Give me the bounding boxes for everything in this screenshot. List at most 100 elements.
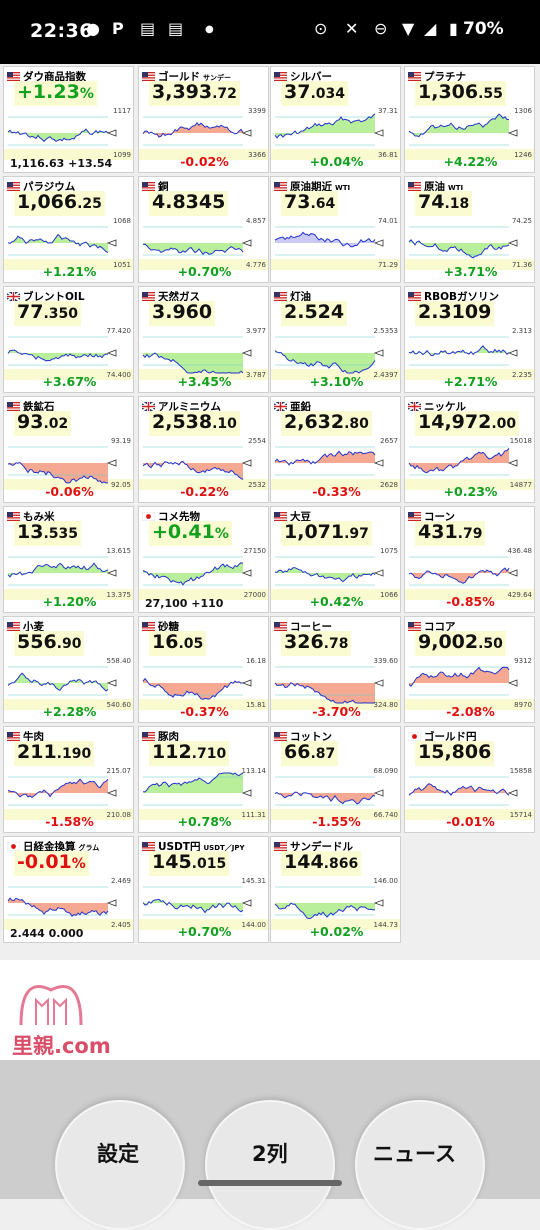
range-low: 2.4397: [373, 371, 399, 379]
quote-tile[interactable]: ブレントOIL 77.350 77.420 74.400 +3.67%: [3, 286, 134, 393]
mute-icon: ✕: [345, 19, 359, 38]
quote-tile[interactable]: 天然ガス 3.960 3.977 3.787 +3.45%: [138, 286, 269, 393]
quote-tile[interactable]: ゴールド サンデー 3,393.72 3399 3366 -0.02%: [138, 66, 269, 173]
quote-tile[interactable]: 原油期近 WTI 73.64 74.01 71.29: [270, 176, 401, 283]
quote-tile[interactable]: 鉄鉱石 93.02 93.19 92.05 -0.06%: [3, 396, 134, 503]
quote-tile[interactable]: USDT円 USDT／JPY 145.015 145.31 144.00 +0.70%: [138, 836, 269, 943]
mini-chart: [139, 556, 268, 600]
tile-name: 牛肉: [23, 731, 44, 743]
mini-chart: [405, 446, 534, 490]
tile-price: 1,071.97: [281, 521, 372, 546]
quote-tile[interactable]: 灯油 2.524 2.5353 2.4397 +3.10%: [270, 286, 401, 393]
quote-tile[interactable]: サンデードル 144.866 146.00 144.73 +0.02%: [270, 836, 401, 943]
range-high: 93.19: [110, 437, 131, 445]
tile-change: +3.67%: [42, 374, 97, 389]
wifi-icon: ▼: [402, 19, 415, 38]
battery-icon: ▮: [449, 19, 458, 38]
quote-tile[interactable]: コーン 431.79 436.48 429.64 -0.85%: [404, 506, 535, 613]
tile-change: -0.85%: [446, 594, 495, 609]
quote-tile[interactable]: ココア 9,002.50 9312 8970 -2.08%: [404, 616, 535, 723]
tile-name: アルミニウム: [158, 401, 221, 413]
tile-name: ゴールド円: [424, 731, 477, 743]
quote-tile[interactable]: 豚肉 112.710 113.14 111.31 +0.78%: [138, 726, 269, 833]
range-low: 2.235: [511, 371, 532, 379]
quote-tile[interactable]: ニッケル 14,972.00 15018 14877 +0.23%: [404, 396, 535, 503]
tile-price: 16.05: [149, 631, 207, 656]
home-indicator[interactable]: [198, 1180, 342, 1186]
tile-name: 灯油: [290, 291, 311, 303]
mini-chart: [4, 226, 133, 270]
range-low: 15.81: [245, 701, 266, 709]
quote-tile[interactable]: 大豆 1,071.97 1075 1066 +0.42%: [270, 506, 401, 613]
quote-tile[interactable]: 日経金換算 グラム -0.01% 2.469 2.405 2.444 0.000: [3, 836, 134, 943]
tile-change: +0.70%: [177, 924, 232, 939]
flag-icon: [274, 292, 287, 301]
quote-tile[interactable]: 牛肉 211.190 215.07 210.08 -1.58%: [3, 726, 134, 833]
quote-tile[interactable]: コメ先物 +0.41% 27150 27000 27,100 +110: [138, 506, 269, 613]
range-low: 13.375: [106, 591, 132, 599]
mini-chart: [271, 666, 400, 710]
news-label: ニュース: [373, 1142, 456, 1166]
tile-change: -0.37%: [180, 704, 229, 719]
mini-chart: [4, 886, 133, 930]
quote-tile[interactable]: もみ米 13.535 13.615 13.375 +1.20%: [3, 506, 134, 613]
range-low: 92.05: [110, 481, 131, 489]
flag-icon: [274, 182, 287, 191]
quote-tile[interactable]: 銅 4.8345 4.857 4.776 +0.70%: [138, 176, 269, 283]
tile-change: +0.02%: [309, 924, 364, 939]
range-low: 3.787: [245, 371, 266, 379]
tile-name: コーン: [424, 511, 455, 523]
quote-tile[interactable]: シルバー 37.034 37.31 36.81 +0.04%: [270, 66, 401, 173]
tile-price: -0.01%: [14, 851, 89, 876]
quote-tile[interactable]: 砂糖 16.05 16.18 15.81 -0.37%: [138, 616, 269, 723]
range-high: 436.48: [507, 547, 533, 555]
tile-price: +0.41%: [149, 521, 232, 546]
tile-name: もみ米: [23, 511, 55, 523]
flag-icon: [408, 512, 421, 521]
tile-price: 4.8345: [149, 191, 229, 216]
quote-tile[interactable]: コットン 66.87 68.090 66.740 -1.55%: [270, 726, 401, 833]
range-high: 339.60: [373, 657, 399, 665]
range-low: 429.64: [507, 591, 533, 599]
tile-price: 74.18: [415, 191, 473, 216]
mini-chart: [405, 556, 534, 600]
quote-tile[interactable]: アルミニウム 2,538.10 2554 2532 -0.22%: [138, 396, 269, 503]
flag-icon: [7, 512, 20, 521]
quote-tile[interactable]: パラジウム 1,066.25 1068 1051 +1.21%: [3, 176, 134, 283]
quote-tile[interactable]: RBOBガソリン 2.3109 2.313 2.235 +2.71%: [404, 286, 535, 393]
mini-chart: [405, 776, 534, 820]
tile-price: 77.350: [14, 301, 81, 326]
cats-logo-icon: [19, 985, 83, 1026]
range-low: 27000: [243, 591, 266, 599]
flag-icon: [142, 182, 155, 191]
range-low: 144.00: [241, 921, 267, 929]
tile-change: +0.23%: [443, 484, 498, 499]
mini-chart: [139, 116, 268, 160]
range-high: 146.00: [373, 877, 399, 885]
ad-text[interactable]: 里親.com: [12, 1034, 111, 1058]
flag-icon: [142, 292, 155, 301]
range-high: 13.615: [106, 547, 132, 555]
tile-change: +3.10%: [309, 374, 364, 389]
quote-tile[interactable]: プラチナ 1,306.55 1306 1246 +4.22%: [404, 66, 535, 173]
range-high: 145.31: [241, 877, 267, 885]
quote-tile[interactable]: ダウ商品指数 +1.23% 1117 1099 1,116.63 +13.54: [3, 66, 134, 173]
mini-chart: [271, 226, 400, 270]
tile-price: 112.710: [149, 741, 230, 766]
range-low: 3366: [248, 151, 266, 159]
ad-banner[interactable]: [0, 960, 540, 1060]
quote-tile[interactable]: コーヒー 326.78 339.60 324.80 -3.70%: [270, 616, 401, 723]
range-high: 558.40: [106, 657, 132, 665]
quote-tile[interactable]: 亜鉛 2,632.80 2657 2628 -0.33%: [270, 396, 401, 503]
quote-tile[interactable]: 小麦 556.90 558.40 540.60 +2.28%: [3, 616, 134, 723]
tile-price: 2.524: [281, 301, 348, 326]
range-low: 2532: [248, 481, 266, 489]
quote-tile[interactable]: ゴールド円 15,806 15858 15714 -0.01%: [404, 726, 535, 833]
tile-name: 原油 WTI: [424, 181, 464, 193]
mini-chart: [4, 776, 133, 820]
range-low: 66.740: [373, 811, 399, 819]
quote-tile[interactable]: 原油 WTI 74.18 74.25 71.36 +3.71%: [404, 176, 535, 283]
mini-chart: [405, 113, 534, 160]
range-low: 2628: [380, 481, 398, 489]
flag-icon: [408, 182, 421, 191]
